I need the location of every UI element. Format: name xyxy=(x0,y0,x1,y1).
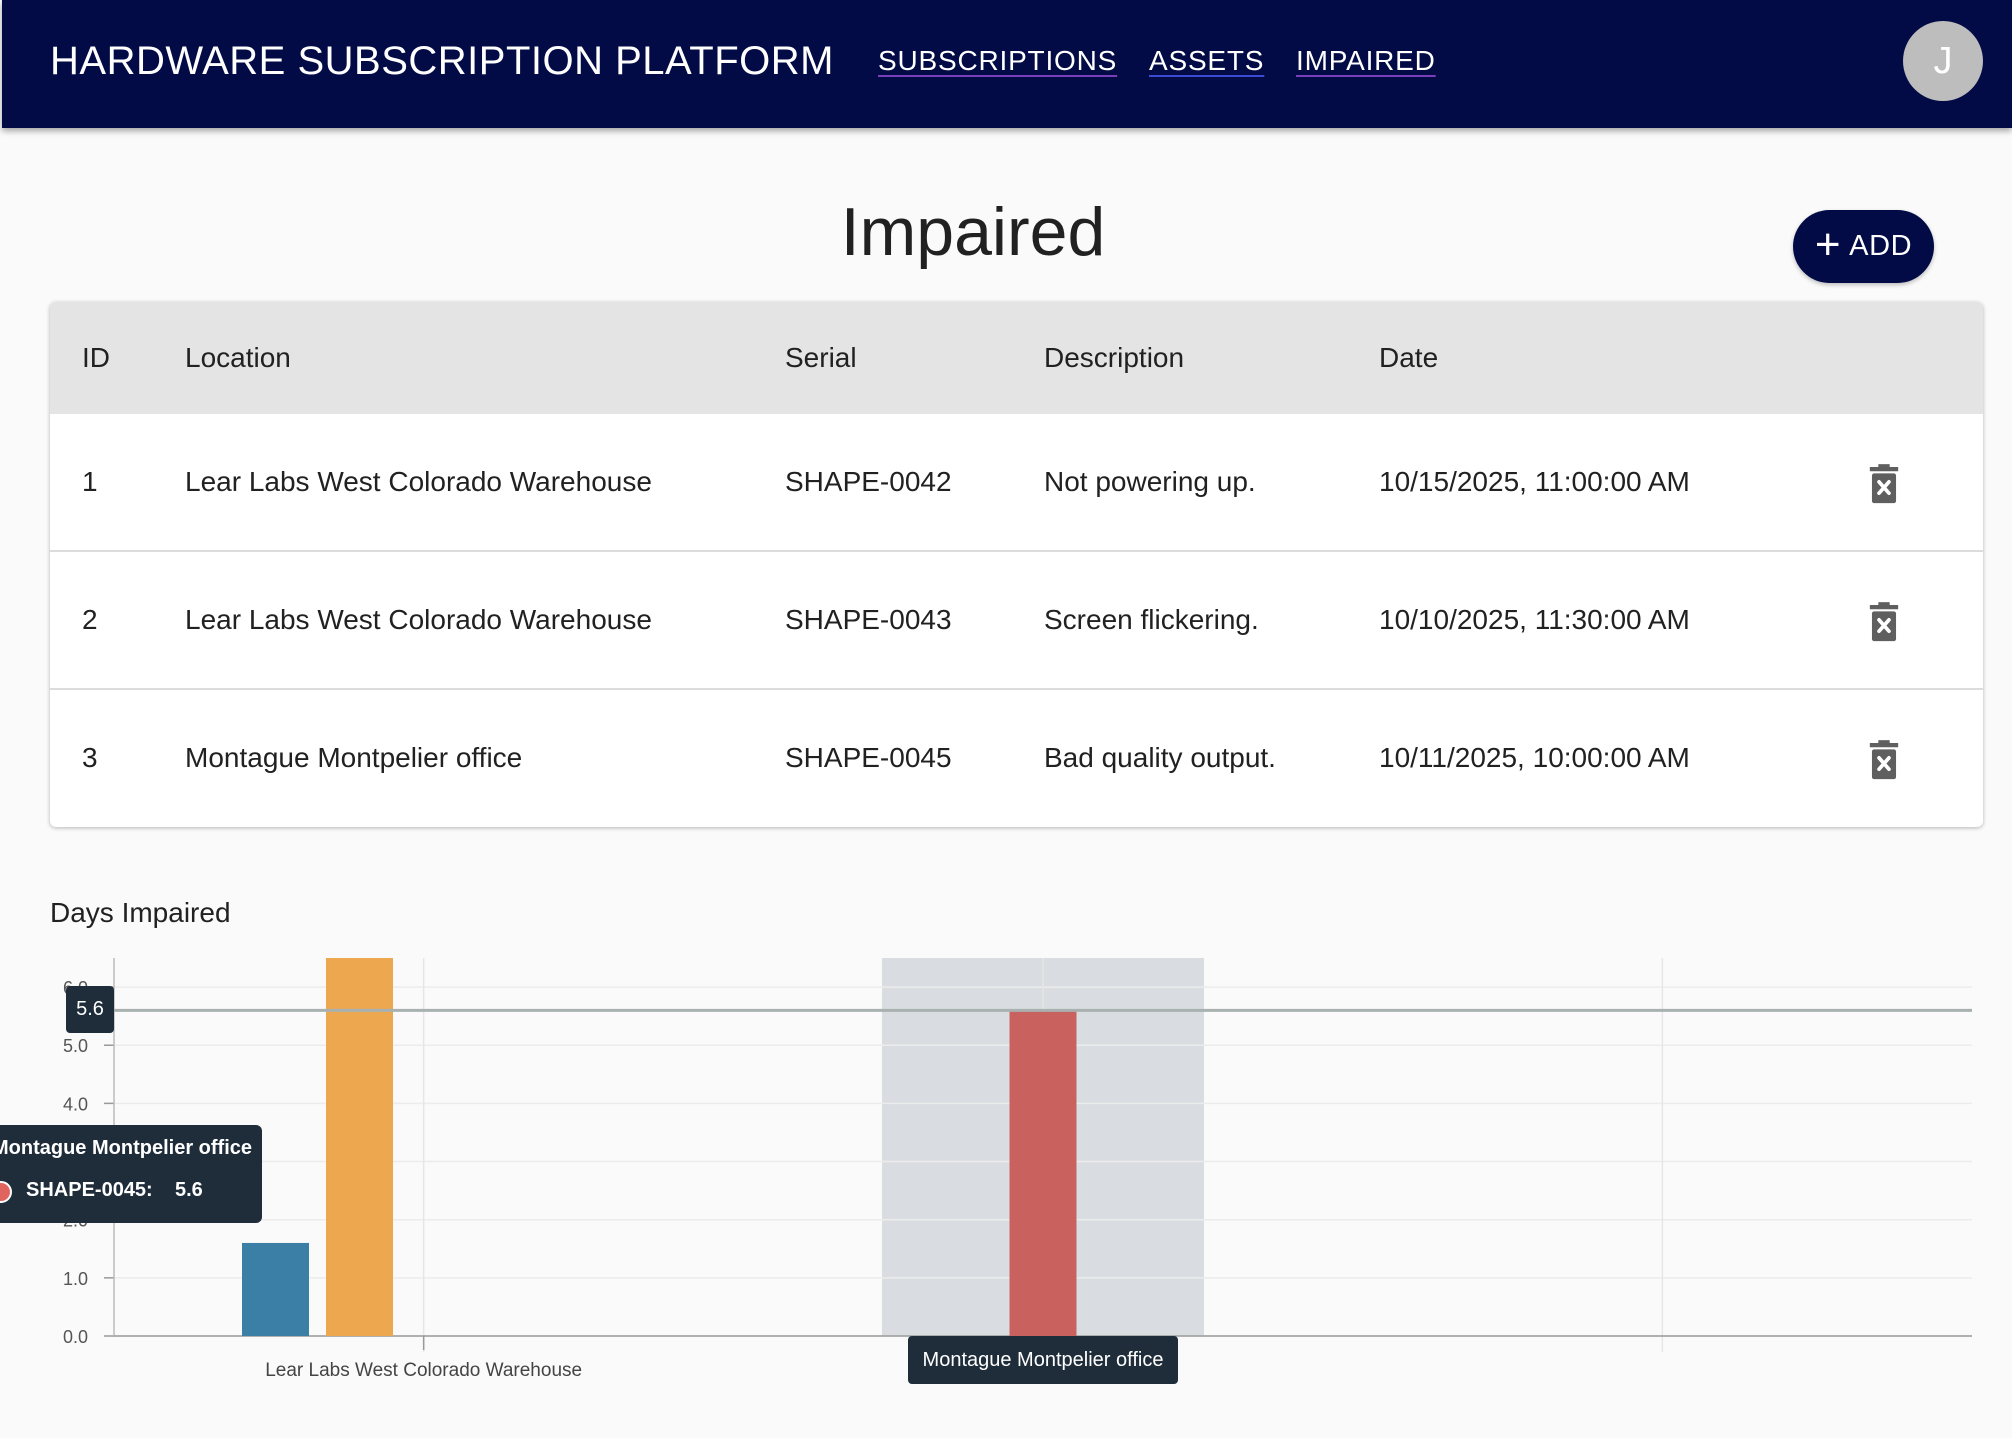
cell-date: 10/10/2025, 11:30:00 AM xyxy=(1379,604,1690,635)
bar-shape-0042 xyxy=(242,1242,309,1336)
plus-icon: + xyxy=(1814,220,1842,269)
column-header-id: ID xyxy=(82,342,110,373)
cell-id: 2 xyxy=(82,604,98,635)
chart-title: Days Impaired xyxy=(50,897,231,928)
cell-date: 10/15/2025, 11:00:00 AM xyxy=(1379,466,1690,497)
bar-shape-0043 xyxy=(326,958,393,1336)
chart-tooltip: Montague Montpelier office SHAPE-0045: 5… xyxy=(0,1125,262,1223)
trash-icon[interactable] xyxy=(1867,464,1901,504)
y-tick-label: 5.0 xyxy=(63,1036,88,1056)
category-tooltip: Montague Montpelier office xyxy=(908,1336,1178,1384)
tooltip-title: Montague Montpelier office xyxy=(0,1137,252,1159)
cell-location: Lear Labs West Colorado Warehouse xyxy=(185,466,652,497)
column-header-location: Location xyxy=(185,342,291,373)
crosshair-value-label: 5.6 xyxy=(66,986,114,1033)
table-header: ID Location Serial Description Date xyxy=(50,302,1983,414)
column-header-serial: Serial xyxy=(785,342,857,373)
impaired-table: ID Location Serial Description Date 1 Le… xyxy=(50,302,1983,827)
cell-location: Montague Montpelier office xyxy=(185,742,523,773)
table-row: 1 Lear Labs West Colorado Warehouse SHAP… xyxy=(50,414,1983,552)
cell-serial: SHAPE-0043 xyxy=(785,604,952,635)
y-tick-label: 1.0 xyxy=(63,1269,88,1289)
app-title: HARDWARE SUBSCRIPTION PLATFORM xyxy=(50,39,834,83)
column-header-description: Description xyxy=(1044,342,1185,373)
cell-description: Not powering up. xyxy=(1044,466,1256,497)
page-title: Impaired xyxy=(840,194,1106,270)
tooltip-series: SHAPE-0045: xyxy=(26,1179,153,1201)
cell-location: Lear Labs West Colorado Warehouse xyxy=(185,604,652,635)
cell-description: Screen flickering. xyxy=(1044,604,1259,635)
trash-icon[interactable] xyxy=(1867,740,1901,780)
trash-icon[interactable] xyxy=(1867,602,1901,642)
nav-subscriptions[interactable]: SUBSCRIPTIONS xyxy=(878,45,1118,76)
nav-assets[interactable]: ASSETS xyxy=(1149,45,1265,76)
cell-serial: SHAPE-0042 xyxy=(785,466,952,497)
series-dot-icon xyxy=(0,1181,12,1203)
table-row: 2 Lear Labs West Colorado Warehouse SHAP… xyxy=(50,552,1983,690)
column-header-date: Date xyxy=(1379,342,1439,373)
avatar[interactable]: J xyxy=(1903,21,1983,101)
cell-date: 10/11/2025, 10:00:00 AM xyxy=(1379,742,1690,773)
cell-serial: SHAPE-0045 xyxy=(785,742,952,773)
y-tick-label: 4.0 xyxy=(63,1094,88,1114)
y-tick-label: 0.0 xyxy=(63,1327,88,1347)
cell-id: 3 xyxy=(82,742,98,773)
add-button[interactable]: + ADD xyxy=(1793,210,1934,283)
table-row: 3 Montague Montpelier office SHAPE-0045 … xyxy=(50,690,1983,827)
tooltip-line: SHAPE-0045: 5.6 xyxy=(26,1179,203,1202)
cell-description: Bad quality output. xyxy=(1044,742,1276,773)
tooltip-value: 5.6 xyxy=(174,1179,203,1201)
bar-shape-0045 xyxy=(1009,1010,1077,1336)
add-button-label: ADD xyxy=(1849,230,1913,262)
cell-id: 1 xyxy=(82,466,98,497)
app-bar: HARDWARE SUBSCRIPTION PLATFORM SUBSCRIPT… xyxy=(2,0,2012,128)
x-tick-label: Lear Labs West Colorado Warehouse xyxy=(265,1360,582,1381)
nav-impaired[interactable]: IMPAIRED xyxy=(1296,45,1436,76)
